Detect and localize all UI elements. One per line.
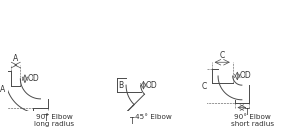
Text: B: B [118, 81, 123, 90]
Text: 90° Elbow
short radius: 90° Elbow short radius [231, 113, 274, 126]
Text: OD: OD [240, 72, 252, 80]
Text: 45° Elbow: 45° Elbow [135, 113, 172, 119]
Text: T: T [245, 108, 250, 118]
Text: T: T [130, 118, 134, 126]
Text: C: C [201, 82, 206, 91]
Text: A: A [13, 54, 18, 63]
Text: 90° Elbow
long radius: 90° Elbow long radius [34, 113, 74, 126]
Text: A: A [0, 85, 5, 94]
Text: T: T [44, 114, 49, 123]
Text: OD: OD [145, 81, 157, 90]
Text: OD: OD [28, 74, 39, 83]
Text: C: C [220, 51, 225, 60]
